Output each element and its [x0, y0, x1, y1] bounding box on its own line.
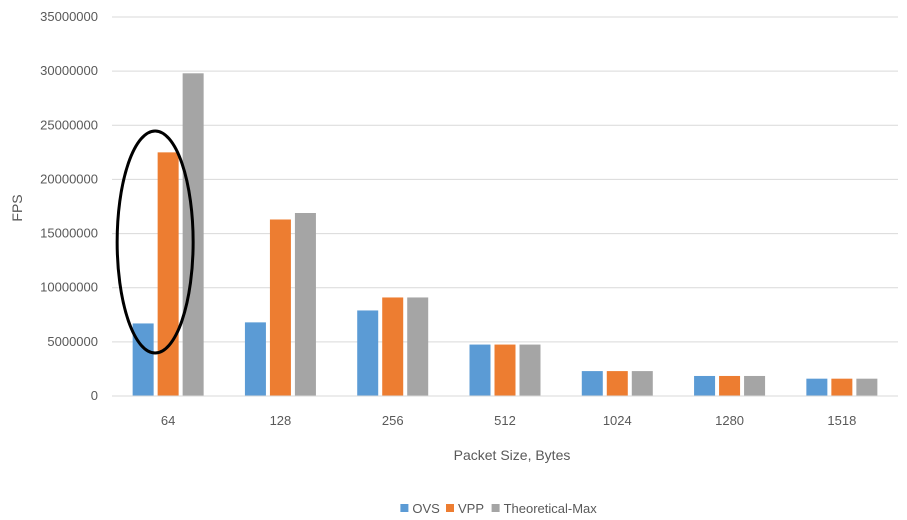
x-tick-label: 64 [161, 413, 175, 428]
annotation-ellipse [115, 129, 195, 355]
x-tick-label: 512 [494, 413, 516, 428]
legend-label: VPP [458, 501, 484, 516]
bar-theoretical-max-1024 [631, 371, 653, 396]
x-tick-label: 1024 [603, 413, 632, 428]
bar-theoretical-max-1280 [744, 375, 766, 396]
bar-theoretical-max-128 [294, 212, 316, 396]
bar-ovs-1518 [806, 378, 828, 396]
bar-ovs-128 [244, 322, 266, 396]
bar-theoretical-max-512 [519, 344, 541, 396]
bar-ovs-1280 [694, 375, 716, 396]
bar-vpp-256 [382, 297, 404, 396]
x-tick-label: 1280 [715, 413, 744, 428]
bar-vpp-512 [494, 344, 516, 396]
legend-label: OVS [412, 501, 440, 516]
bar-vpp-1024 [606, 371, 628, 396]
bar-ovs-256 [357, 310, 379, 396]
gridlines [112, 16, 898, 343]
bar-vpp-128 [269, 219, 291, 396]
bar-vpp-1280 [719, 375, 741, 396]
legend: OVS VPP Theoretical-Max [400, 501, 597, 516]
y-tick-label: 30000000 [40, 63, 98, 78]
bar-vpp-1518 [831, 378, 853, 396]
y-tick-label: 5000000 [47, 334, 98, 349]
y-axis-ticks: 0 5000000 10000000 15000000 20000000 25000000… [40, 9, 98, 403]
y-axis-title: FPS [9, 194, 25, 221]
y-tick-label: 20000000 [40, 171, 98, 186]
y-tick-label: 15000000 [40, 226, 98, 241]
x-tick-label: 1518 [827, 413, 856, 428]
legend-label: Theoretical-Max [504, 501, 598, 516]
y-tick-label: 35000000 [40, 9, 98, 24]
y-tick-label: 25000000 [40, 117, 98, 132]
y-tick-label: 0 [91, 388, 98, 403]
bar-theoretical-max-256 [407, 297, 429, 396]
bar-theoretical-max-1518 [856, 378, 878, 396]
x-axis-ticks: 64 128 256 512 1024 1280 1518 [161, 413, 856, 428]
x-axis-title: Packet Size, Bytes [454, 447, 571, 463]
x-tick-label: 128 [270, 413, 292, 428]
bar-ovs-512 [469, 344, 491, 396]
legend-swatch [446, 504, 454, 512]
bars [132, 73, 878, 397]
x-tick-label: 256 [382, 413, 404, 428]
bar-vpp-64 [157, 152, 179, 396]
legend-swatch [400, 504, 409, 512]
bar-ovs-64 [132, 323, 154, 396]
bar-ovs-1024 [581, 371, 603, 396]
legend-swatch [491, 504, 500, 512]
y-tick-label: 10000000 [40, 280, 98, 295]
